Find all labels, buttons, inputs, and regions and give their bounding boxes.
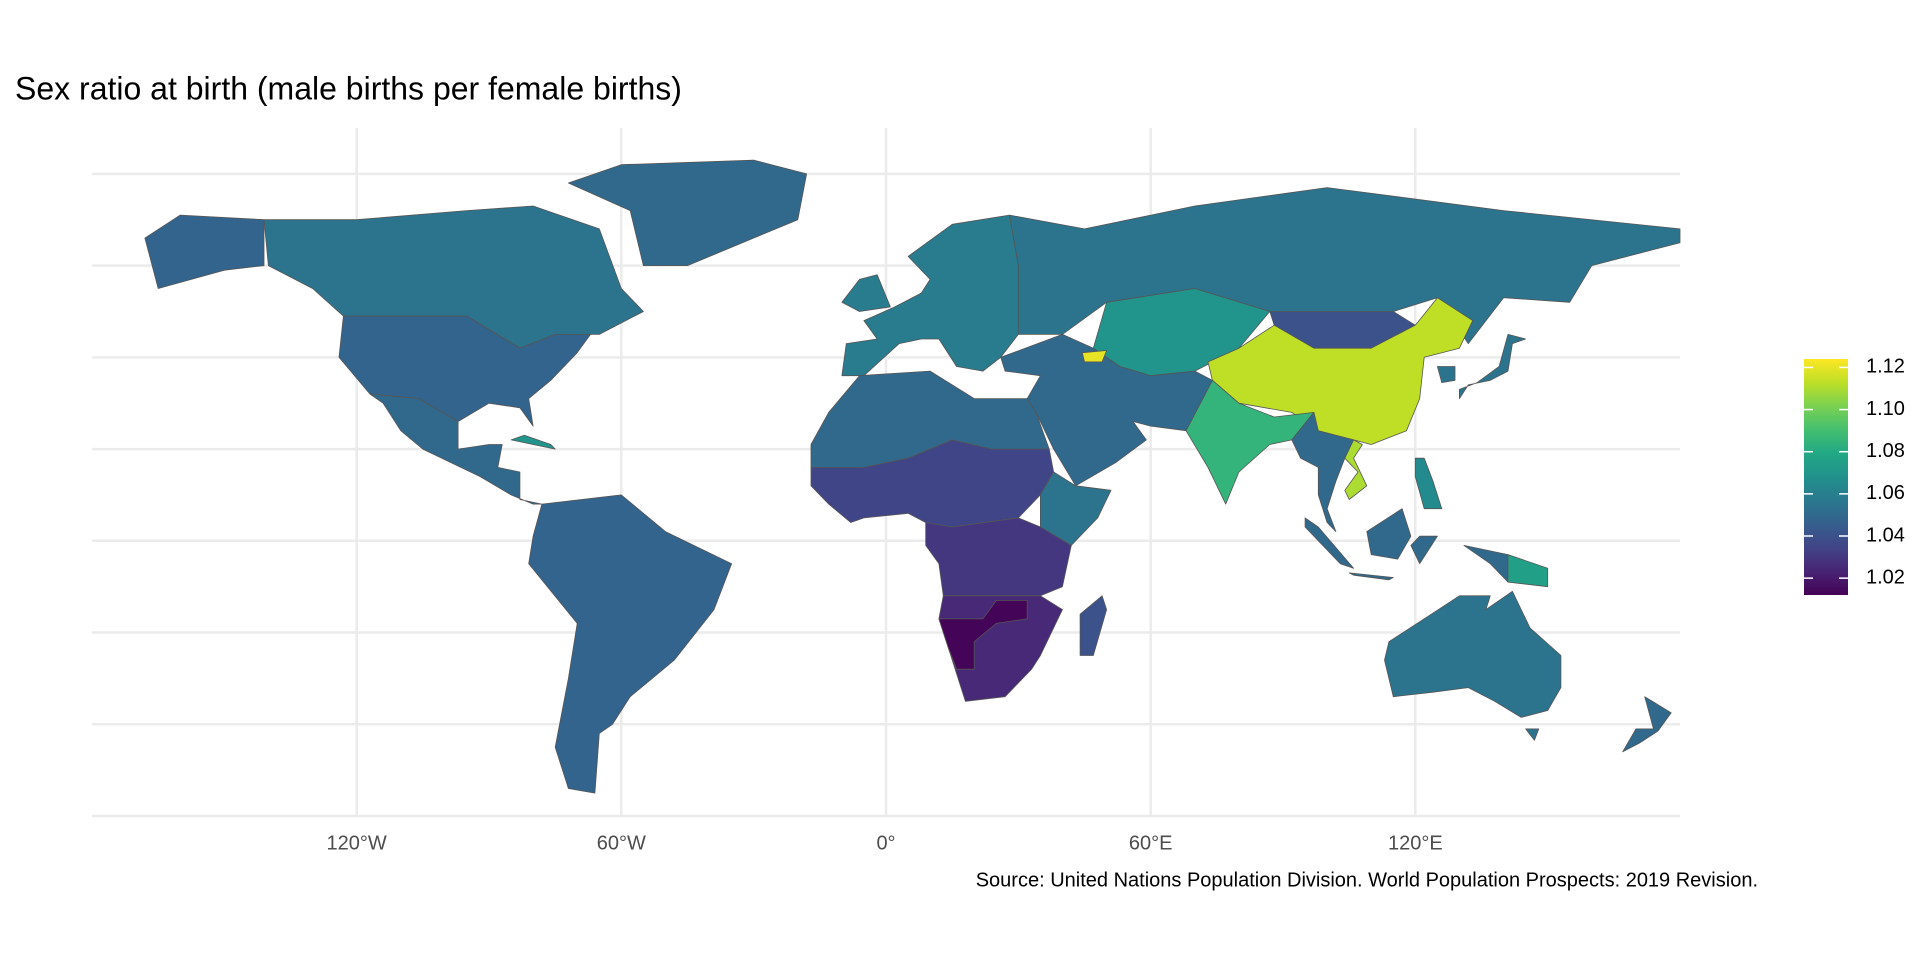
region xyxy=(369,393,543,505)
region xyxy=(1291,412,1354,532)
region xyxy=(1414,457,1443,510)
region xyxy=(1437,334,1526,399)
region xyxy=(1507,554,1549,588)
legend-label: 1.02 xyxy=(1866,566,1905,588)
legend-label: 1.12 xyxy=(1866,356,1905,378)
colorbar xyxy=(1804,359,1848,595)
map xyxy=(144,159,1681,794)
legend: 1.02 1.04 1.06 1.08 1.10 1.12 xyxy=(1804,356,1905,595)
region xyxy=(841,214,1019,377)
legend-label: 1.08 xyxy=(1866,440,1905,462)
region xyxy=(1081,350,1107,363)
region xyxy=(568,159,807,266)
x-tick-label: 0° xyxy=(876,832,895,854)
x-tick-label: 120°W xyxy=(327,832,387,854)
region xyxy=(1344,439,1368,500)
region xyxy=(1079,595,1107,656)
legend-label: 1.06 xyxy=(1866,482,1905,504)
axes: 120°W 60°W 0° 60°E 120°E xyxy=(327,832,1443,854)
region xyxy=(528,494,732,794)
region xyxy=(938,600,1028,670)
region xyxy=(1040,471,1112,546)
caption: Source: United Nations Population Divisi… xyxy=(976,869,1758,891)
region xyxy=(1207,297,1474,445)
region xyxy=(1622,696,1672,753)
x-tick-label: 120°E xyxy=(1388,832,1443,854)
legend-label: 1.10 xyxy=(1866,398,1905,420)
region xyxy=(925,517,1072,597)
chart-title: Sex ratio at birth (male births per fema… xyxy=(15,70,682,106)
legend-label: 1.04 xyxy=(1866,524,1905,546)
region xyxy=(510,434,556,450)
x-tick-label: 60°E xyxy=(1129,832,1173,854)
region xyxy=(1384,590,1562,741)
region xyxy=(1304,508,1509,583)
x-tick-label: 60°W xyxy=(597,832,646,854)
